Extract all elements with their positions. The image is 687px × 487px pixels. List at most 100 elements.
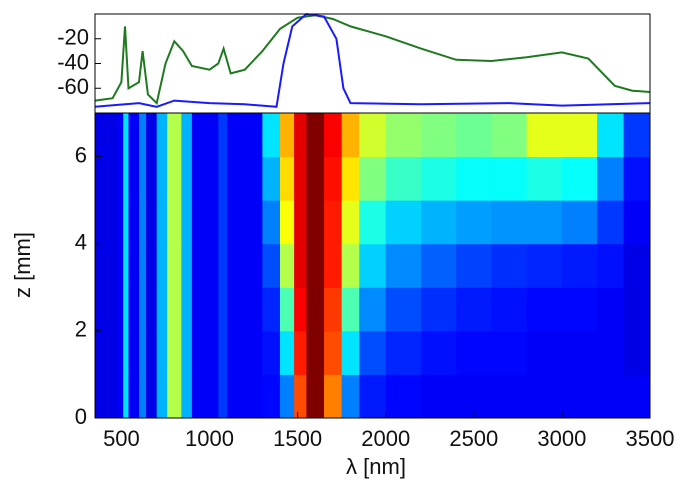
heat-cell xyxy=(526,113,563,158)
heat-cell xyxy=(280,156,295,201)
heat-cell xyxy=(218,243,228,288)
heat-cell xyxy=(420,374,457,419)
heat-cell xyxy=(597,330,625,375)
heat-cell xyxy=(420,156,457,201)
heat-cell xyxy=(218,156,228,201)
heat-cell xyxy=(294,113,307,158)
heat-cell xyxy=(139,374,147,419)
heat-cell xyxy=(385,287,422,332)
heat-cell xyxy=(167,113,182,158)
y-tick-label: -20 xyxy=(57,25,89,50)
heat-cell xyxy=(491,330,528,375)
heat-cell xyxy=(167,330,182,375)
heat-cell xyxy=(420,243,457,288)
heat-cell xyxy=(123,156,129,201)
heat-cell xyxy=(561,374,598,419)
plot-frame xyxy=(94,13,651,114)
heat-cell xyxy=(561,287,598,332)
heat-cell xyxy=(491,156,528,201)
spectrum-line xyxy=(94,14,651,106)
heat-cell xyxy=(623,374,651,419)
heat-cell xyxy=(456,243,492,288)
heat-cell xyxy=(526,243,563,288)
heat-cell xyxy=(359,113,387,158)
heat-cell xyxy=(218,113,228,158)
heat-cell xyxy=(561,156,598,201)
heat-cell xyxy=(623,243,651,288)
heat-cell xyxy=(123,243,129,288)
heat-cell xyxy=(181,287,193,332)
heat-cell xyxy=(491,113,528,158)
heat-cell xyxy=(117,374,124,419)
heat-cell xyxy=(324,330,343,375)
heat-cell xyxy=(561,330,598,375)
y-tick-label: 2 xyxy=(75,317,87,342)
heat-cell xyxy=(191,200,219,245)
plot-frame xyxy=(94,112,651,419)
heat-cell xyxy=(227,330,246,375)
heat-cell xyxy=(526,156,563,201)
heat-cell xyxy=(420,330,457,375)
heat-cell xyxy=(324,113,343,158)
heat-cell xyxy=(262,243,281,288)
axes: -20-40-60 500 1000 1500 2000 2500 3000 3500 0 2 4 6 xyxy=(57,13,674,451)
heat-cell xyxy=(181,200,193,245)
heat-cell xyxy=(146,287,158,332)
x-tick-label: 2000 xyxy=(361,426,410,451)
heat-cell xyxy=(623,330,651,375)
heat-cell xyxy=(324,200,343,245)
heat-cell xyxy=(128,330,140,375)
heat-cell xyxy=(597,243,625,288)
heat-cell xyxy=(294,330,307,375)
heat-cell xyxy=(262,287,281,332)
heat-cell xyxy=(227,113,246,158)
heat-cell xyxy=(191,156,219,201)
spectrum-line xyxy=(94,12,651,108)
heat-cell xyxy=(456,200,492,245)
heat-cell xyxy=(95,374,119,419)
heat-cell xyxy=(191,287,219,332)
y-tick-label: 6 xyxy=(75,142,87,167)
heat-cell xyxy=(117,156,124,201)
heat-cell xyxy=(359,200,387,245)
heat-cell xyxy=(227,200,246,245)
heat-cell xyxy=(341,156,360,201)
heat-cell xyxy=(262,200,281,245)
heat-cell xyxy=(491,200,528,245)
heat-cell xyxy=(385,113,422,158)
heat-cell xyxy=(420,113,457,158)
heat-cell xyxy=(385,374,422,419)
heat-cell xyxy=(123,113,129,158)
x-tick-label: 1500 xyxy=(273,426,322,451)
heat-cell xyxy=(262,374,281,419)
heat-cell xyxy=(359,374,387,419)
heat-cell xyxy=(244,156,263,201)
heat-cell xyxy=(306,287,325,332)
heat-cell xyxy=(95,156,119,201)
heat-cell xyxy=(191,113,219,158)
heat-cell xyxy=(244,243,263,288)
heat-cell xyxy=(139,200,147,245)
heat-cell xyxy=(359,243,387,288)
heat-cell xyxy=(167,243,182,288)
heat-cell xyxy=(262,156,281,201)
heat-cell xyxy=(128,200,140,245)
x-tick-label: 1000 xyxy=(185,426,234,451)
heat-cell xyxy=(156,200,168,245)
heat-cell xyxy=(294,200,307,245)
heat-cell xyxy=(227,243,246,288)
heat-cell xyxy=(324,156,343,201)
heat-cell xyxy=(456,287,492,332)
heat-cell xyxy=(227,156,246,201)
heat-cell xyxy=(306,113,325,158)
heat-cell xyxy=(156,287,168,332)
heat-cell xyxy=(359,330,387,375)
heat-cell xyxy=(117,113,124,158)
heat-cell xyxy=(341,330,360,375)
heat-cell xyxy=(156,156,168,201)
heat-cell xyxy=(128,156,140,201)
heat-cell xyxy=(341,287,360,332)
heat-cell xyxy=(280,374,295,419)
heat-cell xyxy=(191,243,219,288)
heat-cell xyxy=(123,330,129,375)
